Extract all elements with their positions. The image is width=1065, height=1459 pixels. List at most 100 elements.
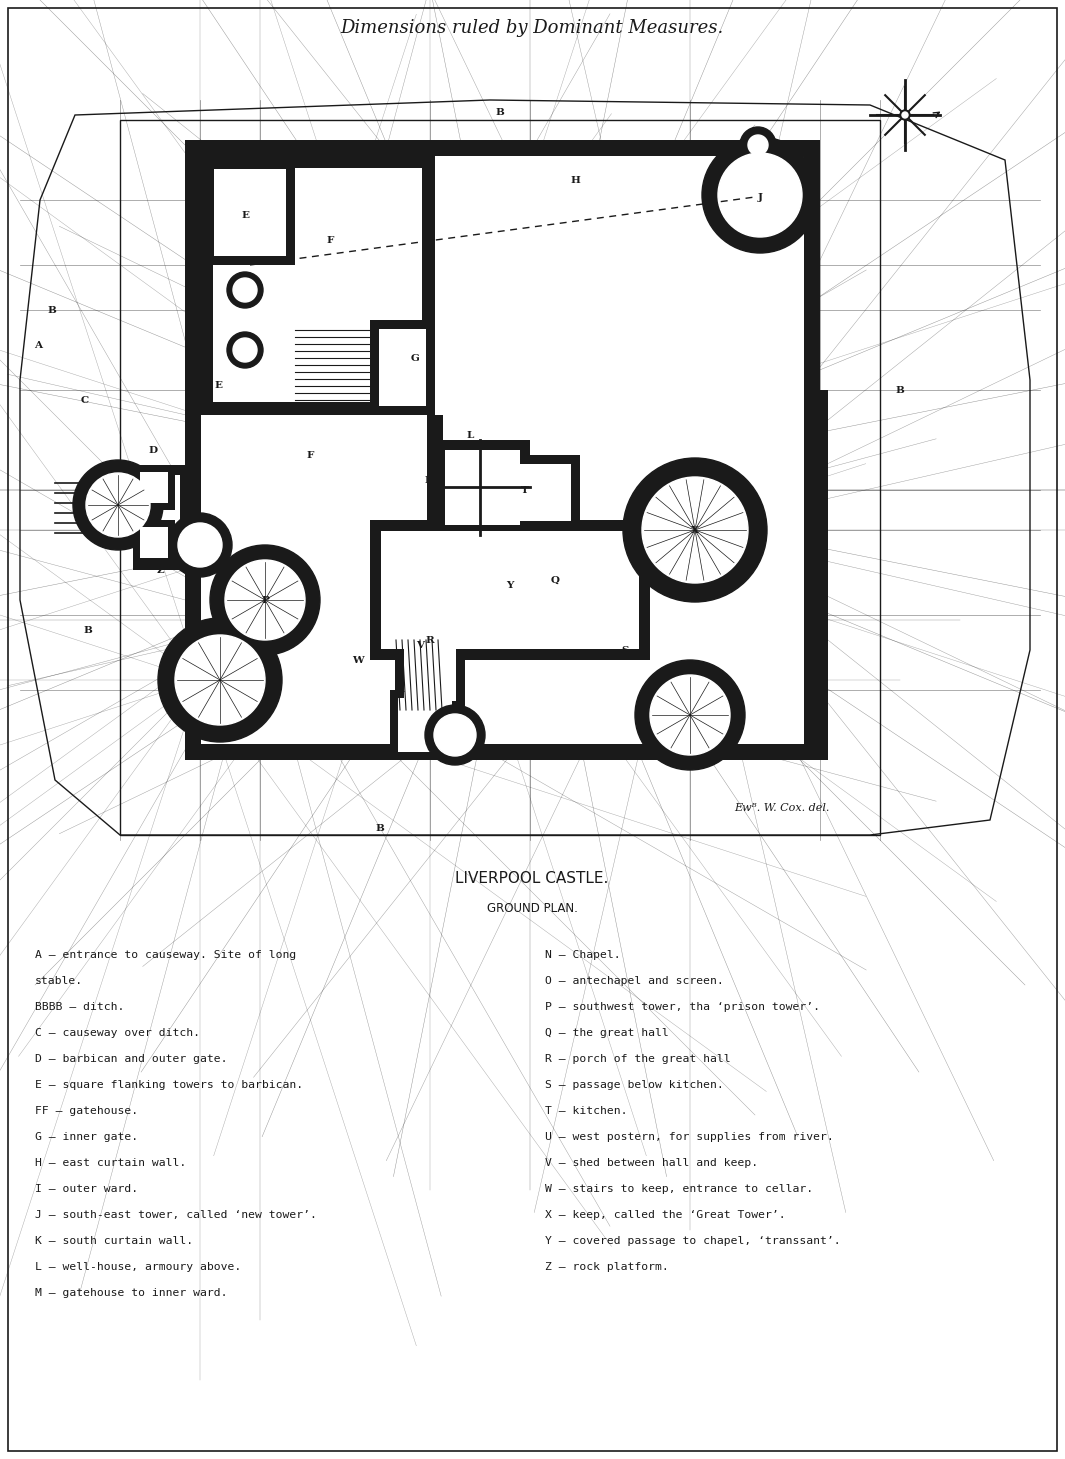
Circle shape: [435, 713, 476, 756]
Bar: [381, 531, 639, 649]
Text: B: B: [376, 823, 384, 833]
Text: C – causeway over ditch.: C – causeway over ditch.: [35, 1029, 200, 1037]
Text: O – antechapel and screen.: O – antechapel and screen.: [545, 976, 724, 986]
Polygon shape: [435, 530, 632, 620]
Circle shape: [210, 546, 320, 655]
Text: S: S: [621, 645, 628, 655]
Text: X: X: [691, 525, 699, 534]
Text: V – shed between hall and keep.: V – shed between hall and keep.: [545, 1158, 758, 1169]
Text: J – south-east tower, called ‘new tower’.: J – south-east tower, called ‘new tower’…: [35, 1210, 317, 1220]
Text: M – gatehouse to inner ward.: M – gatehouse to inner ward.: [35, 1288, 228, 1299]
Bar: [185, 140, 820, 760]
Circle shape: [718, 153, 802, 236]
Circle shape: [425, 705, 485, 765]
Bar: [404, 649, 456, 700]
Circle shape: [702, 137, 818, 252]
Bar: [479, 464, 571, 521]
Bar: [201, 156, 804, 744]
Text: T – kitchen.: T – kitchen.: [545, 1106, 627, 1116]
Bar: [390, 690, 460, 760]
Text: W: W: [353, 655, 364, 664]
Text: E: E: [241, 210, 249, 219]
Text: D – barbican and outer gate.: D – barbican and outer gate.: [35, 1053, 228, 1064]
Text: Dimensions ruled by Dominant Measures.: Dimensions ruled by Dominant Measures.: [341, 19, 723, 36]
Bar: [200, 155, 435, 414]
Circle shape: [642, 477, 748, 584]
Bar: [470, 455, 580, 530]
Text: J: J: [757, 193, 763, 201]
Text: G: G: [411, 353, 420, 362]
Text: GROUND PLAN.: GROUND PLAN.: [487, 902, 577, 915]
Text: U: U: [395, 690, 405, 699]
Bar: [398, 697, 452, 751]
Text: stable.: stable.: [35, 976, 83, 986]
Circle shape: [227, 271, 263, 308]
Circle shape: [650, 676, 730, 754]
Text: LIVERPOOL CASTLE.: LIVERPOOL CASTLE.: [456, 871, 609, 886]
Text: E – square flanking towers to barbican.: E – square flanking towers to barbican.: [35, 1080, 304, 1090]
Text: B: B: [48, 305, 56, 315]
Circle shape: [168, 514, 232, 576]
Bar: [379, 328, 426, 406]
Text: R – porch of the great hall: R – porch of the great hall: [545, 1053, 731, 1064]
Text: P: P: [261, 595, 269, 604]
Circle shape: [900, 109, 910, 120]
Text: H: H: [570, 175, 580, 184]
Text: K: K: [803, 486, 813, 495]
Text: P – southwest tower, tha ‘prison tower’.: P – southwest tower, tha ‘prison tower’.: [545, 1002, 820, 1013]
Bar: [395, 641, 465, 711]
Circle shape: [175, 635, 265, 725]
Bar: [214, 169, 286, 255]
Text: A: A: [34, 340, 42, 350]
Bar: [133, 519, 175, 565]
Text: L: L: [466, 430, 474, 439]
Bar: [427, 414, 443, 530]
Text: B: B: [896, 385, 904, 394]
Text: Q: Q: [551, 575, 559, 585]
Text: Z: Z: [157, 566, 164, 575]
Text: M: M: [424, 476, 436, 484]
Bar: [120, 120, 880, 835]
Text: V: V: [416, 641, 424, 649]
Text: W – stairs to keep, entrance to cellar.: W – stairs to keep, entrance to cellar.: [545, 1185, 813, 1193]
Text: S – passage below kitchen.: S – passage below kitchen.: [545, 1080, 724, 1090]
Text: Y: Y: [506, 581, 513, 589]
Bar: [204, 160, 295, 266]
Bar: [435, 441, 530, 535]
Bar: [812, 390, 828, 760]
Text: Q – the great hall: Q – the great hall: [545, 1029, 669, 1037]
Bar: [370, 519, 650, 659]
Bar: [133, 465, 190, 570]
Circle shape: [623, 458, 767, 603]
Text: Ewᴮ. W. Cox. del.: Ewᴮ. W. Cox. del.: [735, 802, 830, 813]
Text: U – west postern, for supplies from river.: U – west postern, for supplies from rive…: [545, 1132, 834, 1142]
Text: E: E: [214, 381, 222, 390]
Circle shape: [86, 473, 150, 537]
Circle shape: [233, 338, 257, 362]
Bar: [370, 320, 435, 414]
Text: D: D: [148, 445, 158, 455]
Circle shape: [73, 460, 163, 550]
Text: BBBB – ditch.: BBBB – ditch.: [35, 1002, 125, 1013]
Text: B: B: [495, 108, 505, 117]
Bar: [140, 527, 168, 557]
Text: Z – rock platform.: Z – rock platform.: [545, 1262, 669, 1272]
Text: F: F: [326, 235, 333, 245]
Circle shape: [178, 522, 222, 568]
Text: FF – gatehouse.: FF – gatehouse.: [35, 1106, 138, 1116]
Text: X – keep, called the ‘Great Tower’.: X – keep, called the ‘Great Tower’.: [545, 1210, 786, 1220]
Bar: [445, 449, 520, 525]
Text: I – outer ward.: I – outer ward.: [35, 1185, 138, 1193]
Circle shape: [748, 136, 768, 155]
Circle shape: [158, 619, 282, 743]
Text: K – south curtain wall.: K – south curtain wall.: [35, 1236, 193, 1246]
Text: C: C: [81, 395, 89, 404]
Bar: [213, 168, 422, 403]
Circle shape: [740, 127, 776, 163]
Bar: [140, 473, 168, 503]
Circle shape: [233, 279, 257, 302]
Circle shape: [635, 659, 746, 770]
Text: R: R: [426, 636, 435, 645]
Text: L – well-house, armoury above.: L – well-house, armoury above.: [35, 1262, 242, 1272]
Circle shape: [227, 333, 263, 368]
